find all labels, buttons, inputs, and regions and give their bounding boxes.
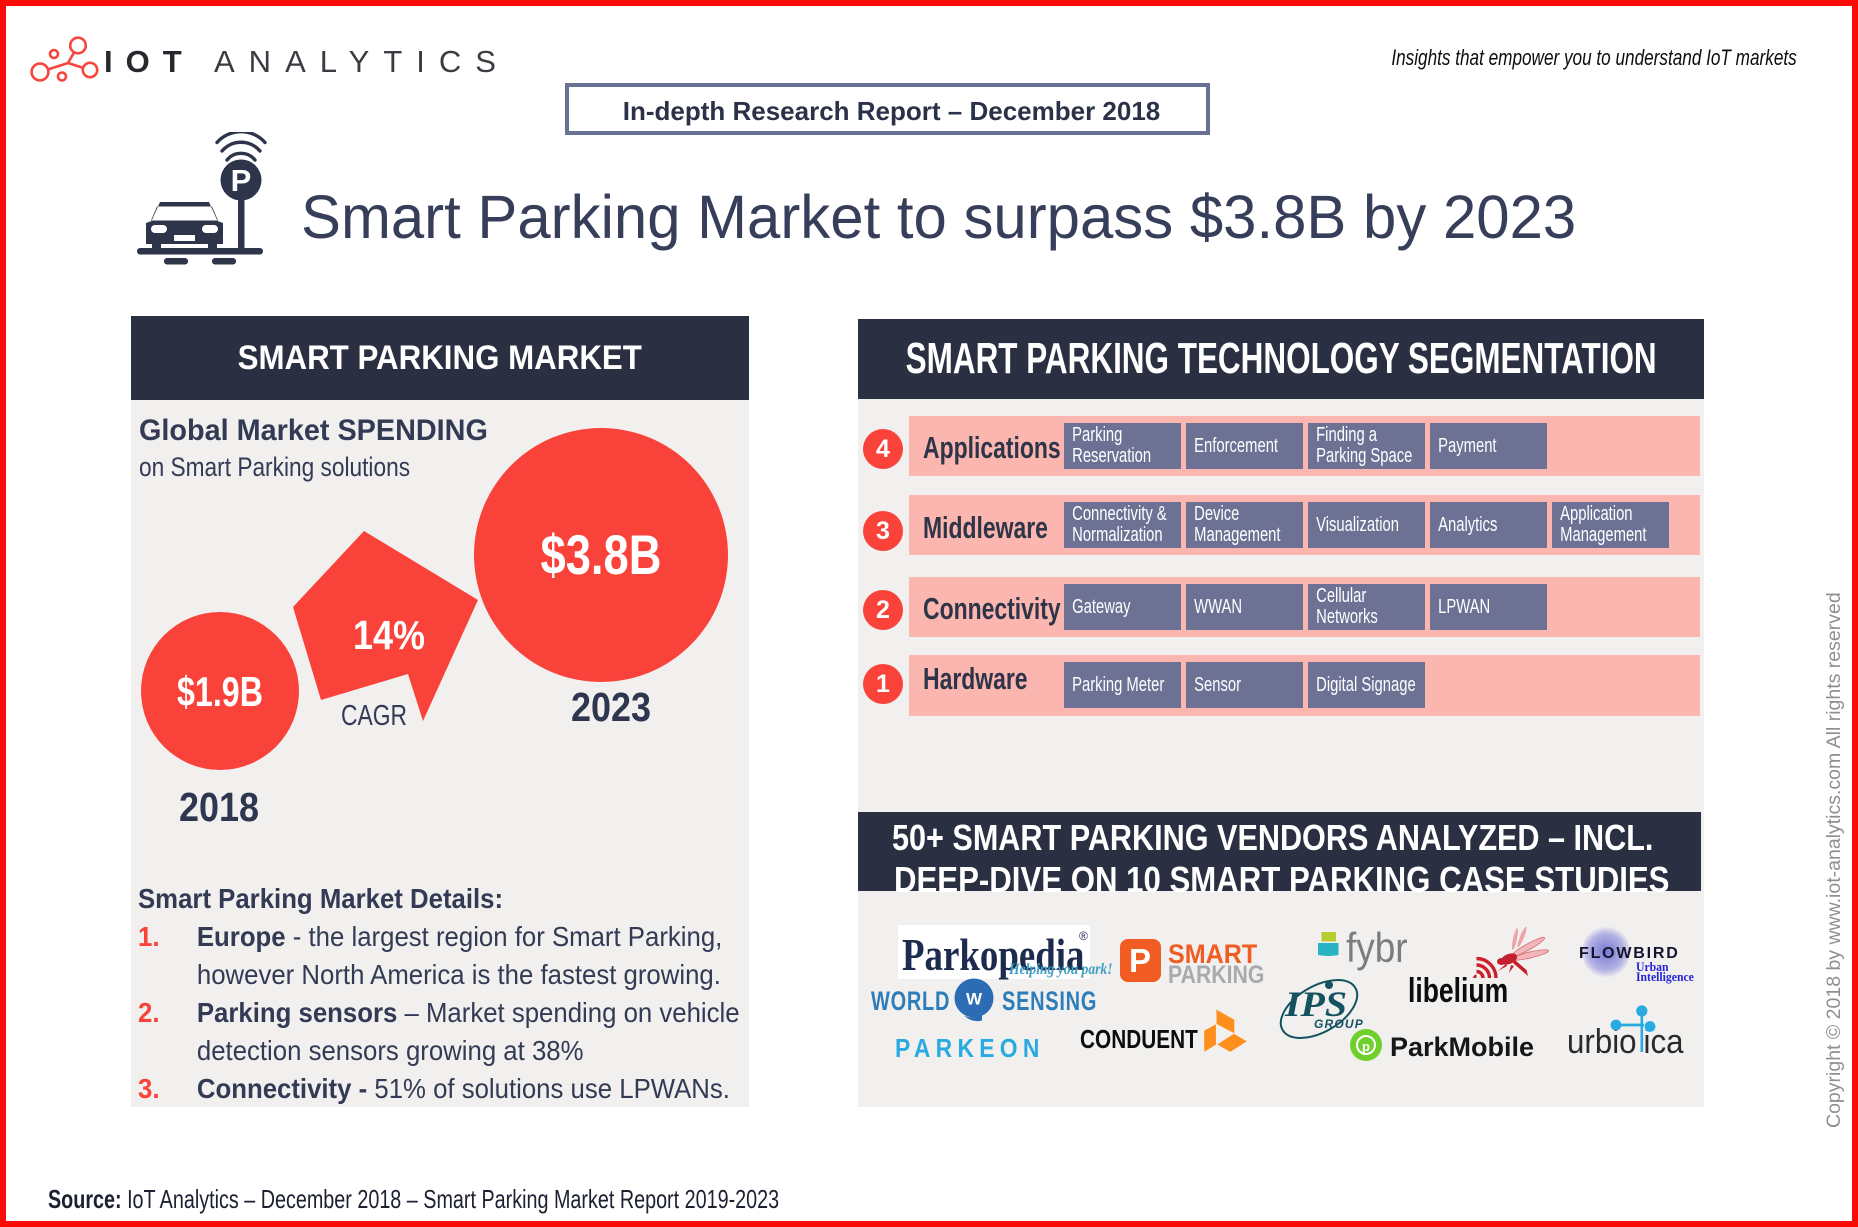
svg-text:P: P [231,163,252,198]
svg-text:IPS: IPS [1284,984,1347,1024]
svg-text:14%: 14% [353,612,425,658]
svg-text:2018: 2018 [179,784,259,830]
svg-text:$3.8B: $3.8B [541,523,662,586]
svg-text:2023: 2023 [571,684,651,730]
svg-text:CAGR: CAGR [341,700,407,732]
svg-text:W: W [966,990,983,1009]
svg-text:$1.9B: $1.9B [177,668,263,715]
svg-text:GROUP: GROUP [1314,1017,1364,1031]
